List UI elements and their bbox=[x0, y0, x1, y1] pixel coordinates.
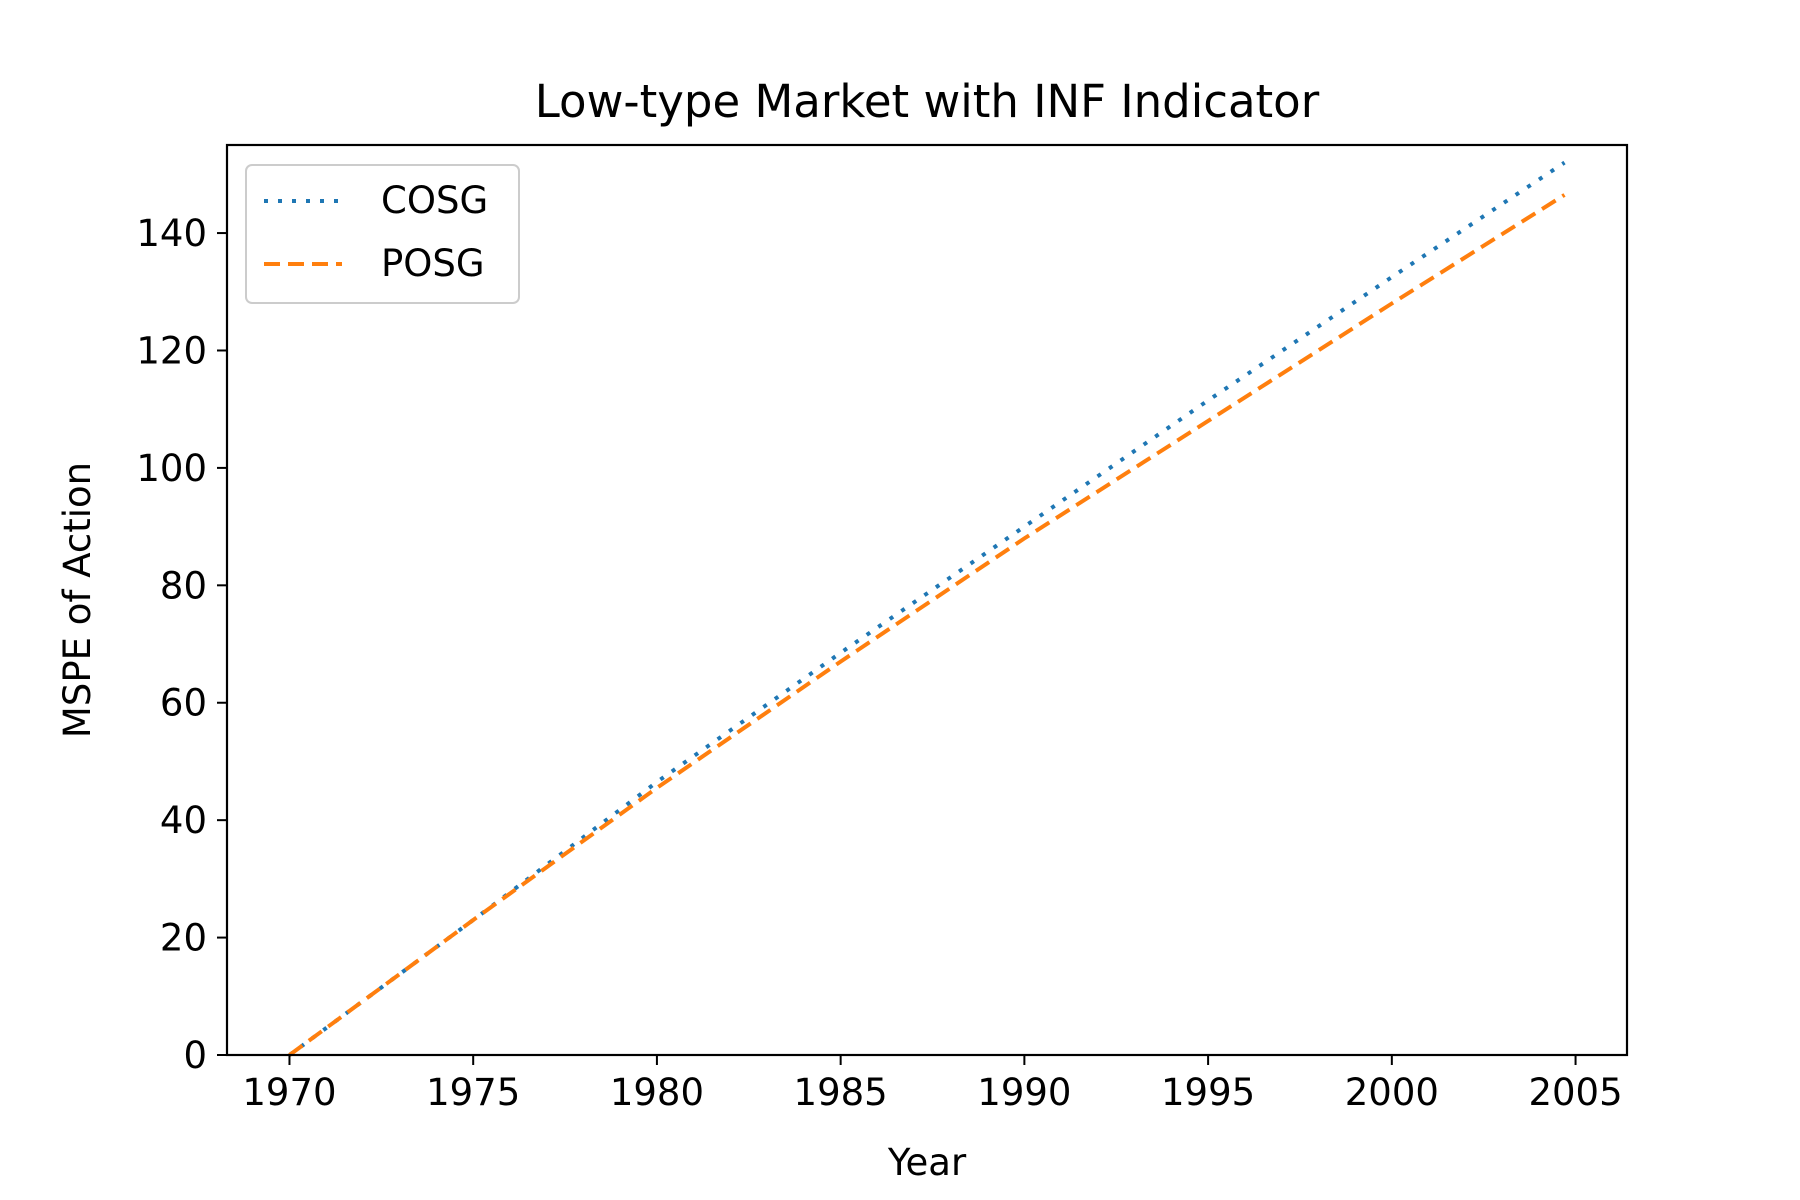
legend: COSG POSG bbox=[245, 164, 520, 304]
y-tick-label: 80 bbox=[160, 564, 207, 607]
y-tick-label: 60 bbox=[160, 682, 207, 725]
series-layer bbox=[288, 160, 1566, 1057]
y-axis: 0 20 40 60 80 100 120 140 bbox=[136, 212, 227, 1077]
y-tick-label: 0 bbox=[183, 1034, 207, 1077]
x-tick-label: 1990 bbox=[977, 1071, 1071, 1114]
series-line-posg bbox=[288, 193, 1566, 1057]
y-tick-label: 120 bbox=[136, 329, 207, 372]
legend-box bbox=[245, 164, 520, 304]
legend-label-cosg: COSG bbox=[381, 179, 488, 222]
x-tick-label: 1985 bbox=[794, 1071, 888, 1114]
y-axis-label: MSPE of Action bbox=[56, 462, 99, 738]
x-tick-label: 1975 bbox=[426, 1071, 520, 1114]
y-tick-label: 40 bbox=[160, 799, 207, 842]
x-tick-label: 2005 bbox=[1528, 1071, 1622, 1114]
chart-title: Low-type Market with INF Indicator bbox=[535, 75, 1320, 128]
x-tick-label: 1970 bbox=[242, 1071, 336, 1114]
y-tick-label: 20 bbox=[160, 917, 207, 960]
x-axis-label: Year bbox=[887, 1141, 967, 1184]
x-tick-label: 2000 bbox=[1345, 1071, 1439, 1114]
y-tick-label: 140 bbox=[136, 212, 207, 255]
x-axis: 1970 1975 1980 1985 1990 1995 2000 2005 bbox=[242, 1055, 1623, 1114]
y-tick-label: 100 bbox=[136, 447, 207, 490]
legend-label-posg: POSG bbox=[381, 242, 485, 285]
plot-frame bbox=[225, 143, 1629, 1057]
x-tick-label: 1980 bbox=[610, 1071, 704, 1114]
x-tick-label: 1995 bbox=[1161, 1071, 1255, 1114]
